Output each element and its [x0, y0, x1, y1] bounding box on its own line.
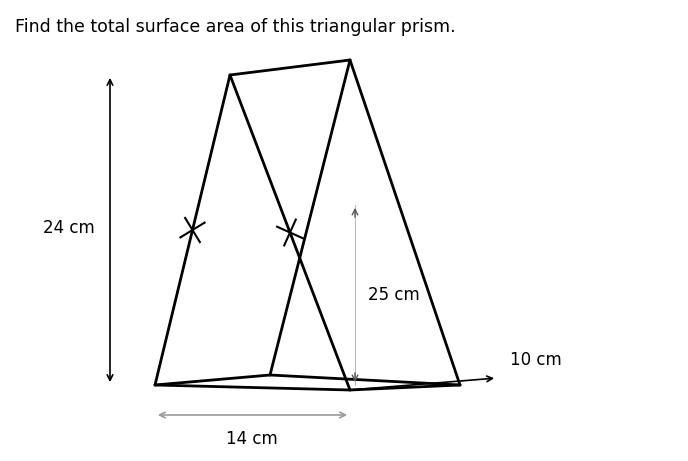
Text: 24 cm: 24 cm: [43, 219, 95, 237]
Text: Find the total surface area of this triangular prism.: Find the total surface area of this tria…: [15, 18, 455, 36]
Text: 10 cm: 10 cm: [510, 351, 561, 369]
Text: 25 cm: 25 cm: [368, 286, 420, 304]
Text: 14 cm: 14 cm: [226, 430, 278, 448]
